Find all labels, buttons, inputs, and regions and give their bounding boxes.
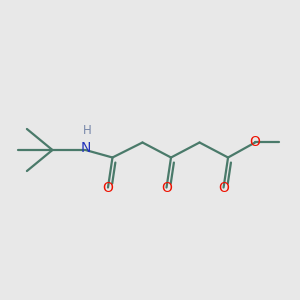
Text: O: O [250, 136, 260, 149]
Text: O: O [218, 181, 229, 194]
Text: N: N [80, 142, 91, 155]
Text: O: O [103, 181, 113, 194]
Text: O: O [161, 181, 172, 194]
Text: H: H [82, 124, 91, 137]
